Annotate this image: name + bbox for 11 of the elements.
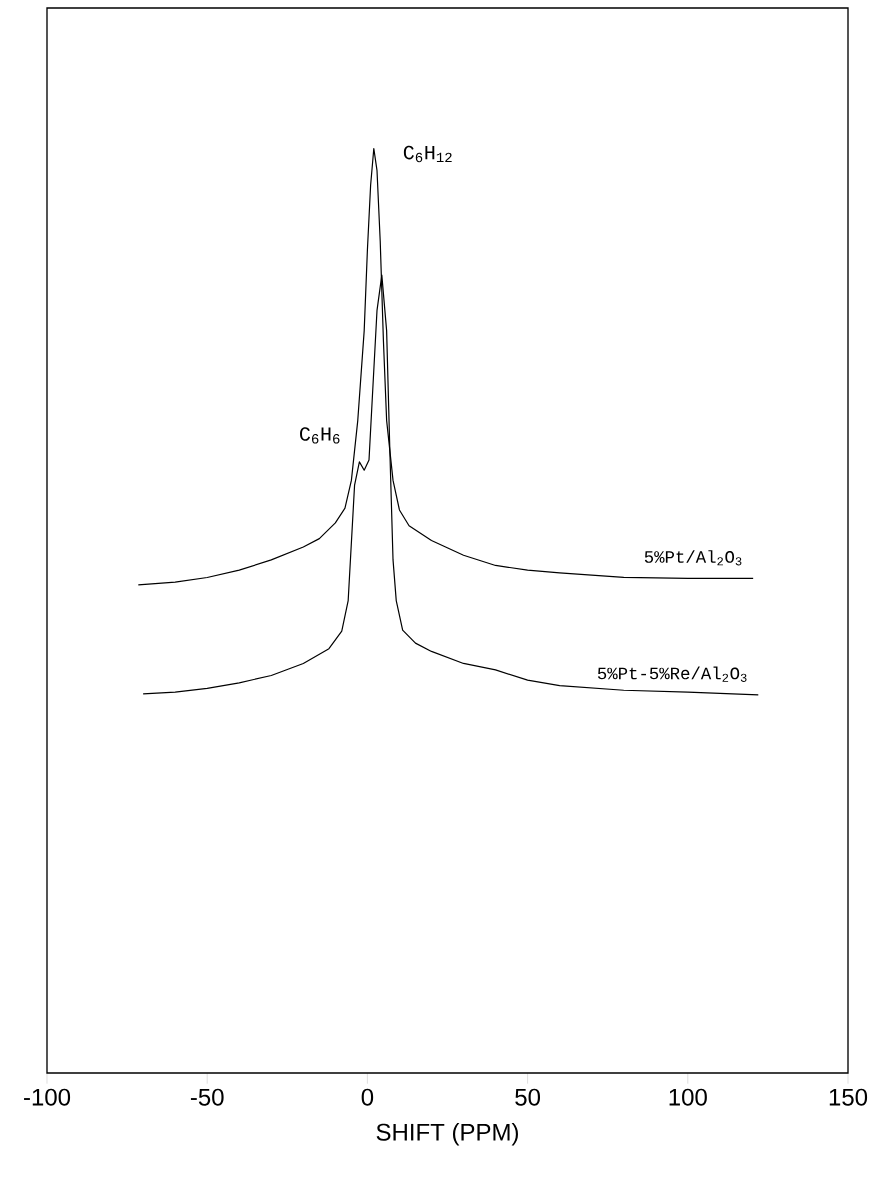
x-tick-label: 50 xyxy=(515,1088,541,1106)
x-axis-title: SHIFT (PPM) xyxy=(376,1123,518,1146)
annotation: C$_{6}$H$_{12}$ xyxy=(403,145,452,163)
x-tick-label: 0 xyxy=(361,1088,374,1106)
series-label: 5%Pt-5%Re/Al$_{2}$O$_{3}$ xyxy=(597,666,747,682)
series-label: 5%Pt/Al$_{2}$O$_{3}$ xyxy=(644,550,742,566)
x-tick-label: -100 xyxy=(24,1088,71,1106)
x-tick-label: 100 xyxy=(669,1088,707,1106)
x-tick-label: -50 xyxy=(190,1088,224,1106)
x-tick-label: 150 xyxy=(829,1088,868,1106)
annotation: C$_{6}$H$_{6}$ xyxy=(300,427,340,444)
